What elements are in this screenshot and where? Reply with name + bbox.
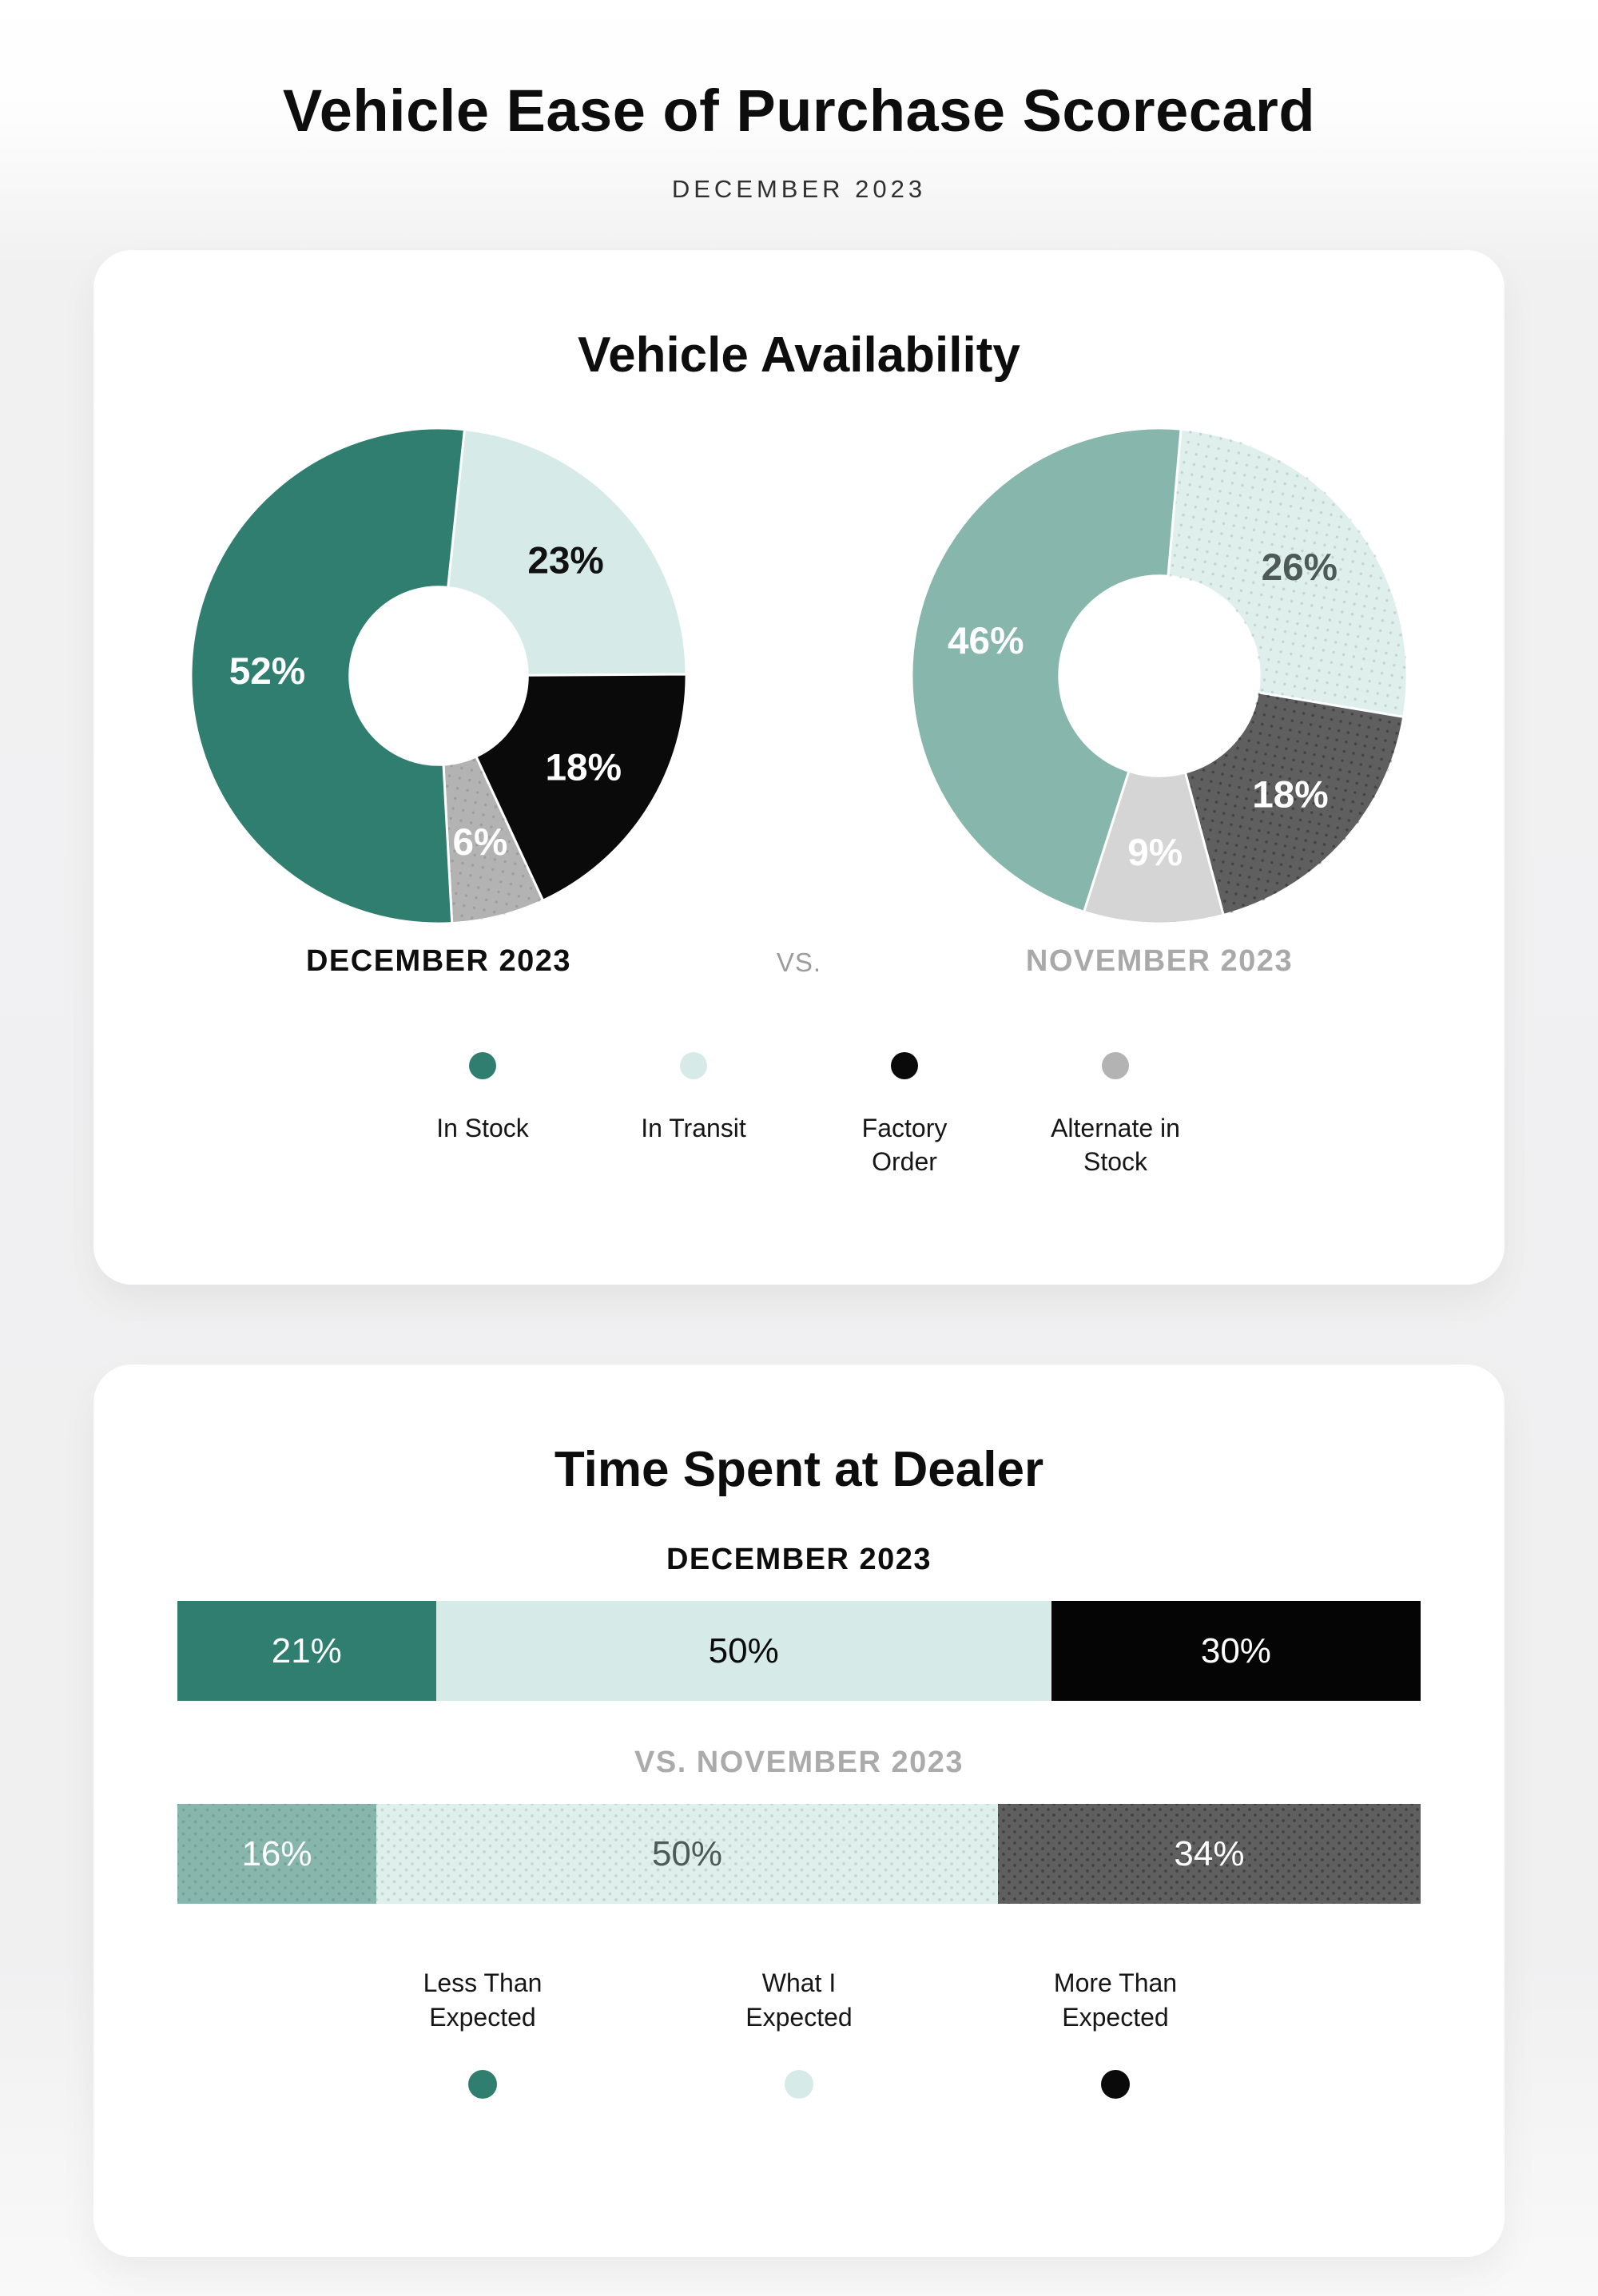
time-spent-card: Time Spent at Dealer DECEMBER 2023 21% 50… — [93, 1364, 1505, 2257]
month-labels-row: DECEMBER 2023 VS. NOVEMBER 2023 — [93, 944, 1505, 979]
bar-header-december: DECEMBER 2023 — [666, 1543, 932, 1576]
legend-label-in-stock: In Stock — [436, 1114, 529, 1142]
in-stock-swatch-icon — [469, 1052, 496, 1079]
bar-segment-what-i-expected-december: 50% — [435, 1601, 1051, 1701]
donut-value-label: 9% — [1127, 832, 1183, 874]
legend-label-in-transit: In Transit — [641, 1114, 746, 1142]
legend-item-in-stock: In Stock — [377, 1052, 588, 1178]
what-i-expected-swatch-icon — [785, 2070, 813, 2099]
donut-value-label: 52% — [229, 650, 305, 693]
bar-segment-more-than-expected-november: 34% — [997, 1804, 1421, 1904]
legend-label-what-i-expected: What I Expected — [745, 1968, 853, 2032]
legend-item-alternate-in-stock: Alternate in Stock — [1010, 1052, 1221, 1178]
in-transit-swatch-icon — [680, 1052, 707, 1079]
stacked-bar-november: 16% 50% 34% — [177, 1804, 1421, 1904]
legend-item-factory-order: Factory Order — [799, 1052, 1010, 1178]
legend-item-what-i-expected: What I Expected — [679, 1966, 919, 2099]
donut-charts-row: 23% 18% 6% 52% 26% 18% 9% 46% — [93, 422, 1505, 930]
bar-segment-less-than-expected-december: 21% — [177, 1601, 436, 1701]
donut-value-label: 46% — [948, 620, 1024, 662]
bar-segment-less-than-expected-november: 16% — [177, 1804, 376, 1904]
bar-segment-what-i-expected-november: 50% — [376, 1804, 998, 1904]
page-header: Vehicle Ease of Purchase Scorecard DECEM… — [0, 0, 1598, 204]
donut-chart-november: 26% 18% 9% 46% — [905, 422, 1413, 930]
more-than-expected-swatch-icon — [1101, 2070, 1130, 2099]
legend-item-more-than-expected: More Than Expected — [996, 1966, 1235, 2099]
donut-value-label: 18% — [546, 746, 622, 789]
legend-item-in-transit: In Transit — [588, 1052, 799, 1178]
donut-slice-texture — [1185, 692, 1404, 916]
month-label-december: DECEMBER 2023 — [305, 944, 572, 978]
vehicle-availability-title: Vehicle Availability — [578, 328, 1020, 383]
donut-value-label: 26% — [1262, 546, 1338, 589]
legend-label-more-than-expected: More Than Expected — [1053, 1968, 1178, 2032]
donut-slice-factory-order — [474, 673, 688, 903]
legend-item-less-than-expected: Less Than Expected — [363, 1966, 602, 2099]
donut-chart-december: 23% 18% 6% 52% — [185, 422, 693, 930]
donut-svg-november: 26% 18% 9% 46% — [910, 427, 1409, 925]
legend-label-alternate-in-stock: Alternate in Stock — [1051, 1114, 1180, 1177]
legend-label-factory-order: Factory Order — [861, 1114, 948, 1177]
less-than-expected-swatch-icon — [468, 2070, 497, 2099]
vs-label: VS. — [776, 947, 822, 977]
donut-slice-in-stock — [189, 427, 467, 925]
page-title: Vehicle Ease of Purchase Scorecard — [282, 77, 1316, 144]
donut-value-label: 6% — [453, 821, 508, 864]
donut-value-label: 18% — [1252, 774, 1328, 816]
donut-slice-in-transit — [446, 428, 688, 677]
donut-svg-december: 23% 18% 6% 52% — [189, 427, 688, 925]
page-subtitle: DECEMBER 2023 — [671, 175, 927, 203]
donut-slice-in-stock — [910, 427, 1183, 914]
donut-slice-texture — [443, 756, 543, 924]
donut-slice-texture — [1167, 429, 1408, 717]
donut-value-label: 23% — [527, 539, 603, 582]
time-spent-title: Time Spent at Dealer — [554, 1442, 1044, 1497]
bar-header-november: VS. NOVEMBER 2023 — [634, 1746, 964, 1779]
time-spent-legend: Less Than Expected What I Expected More … — [93, 1966, 1505, 2099]
bar-segment-more-than-expected-december: 30% — [1051, 1601, 1421, 1701]
factory-order-swatch-icon — [891, 1052, 918, 1079]
legend-label-less-than-expected: Less Than Expected — [423, 1968, 543, 2032]
month-label-november: NOVEMBER 2023 — [1025, 944, 1294, 978]
stacked-bar-december: 21% 50% 30% — [177, 1601, 1421, 1701]
alternate-in-stock-swatch-icon — [1102, 1052, 1129, 1079]
availability-legend: In Stock In Transit Factory Order Altern… — [93, 1052, 1505, 1178]
vehicle-availability-card: Vehicle Availability 23% 18% 6% 52% 26% 18% 9… — [93, 250, 1505, 1285]
donut-slice-alternate-in-stock — [1082, 769, 1226, 925]
